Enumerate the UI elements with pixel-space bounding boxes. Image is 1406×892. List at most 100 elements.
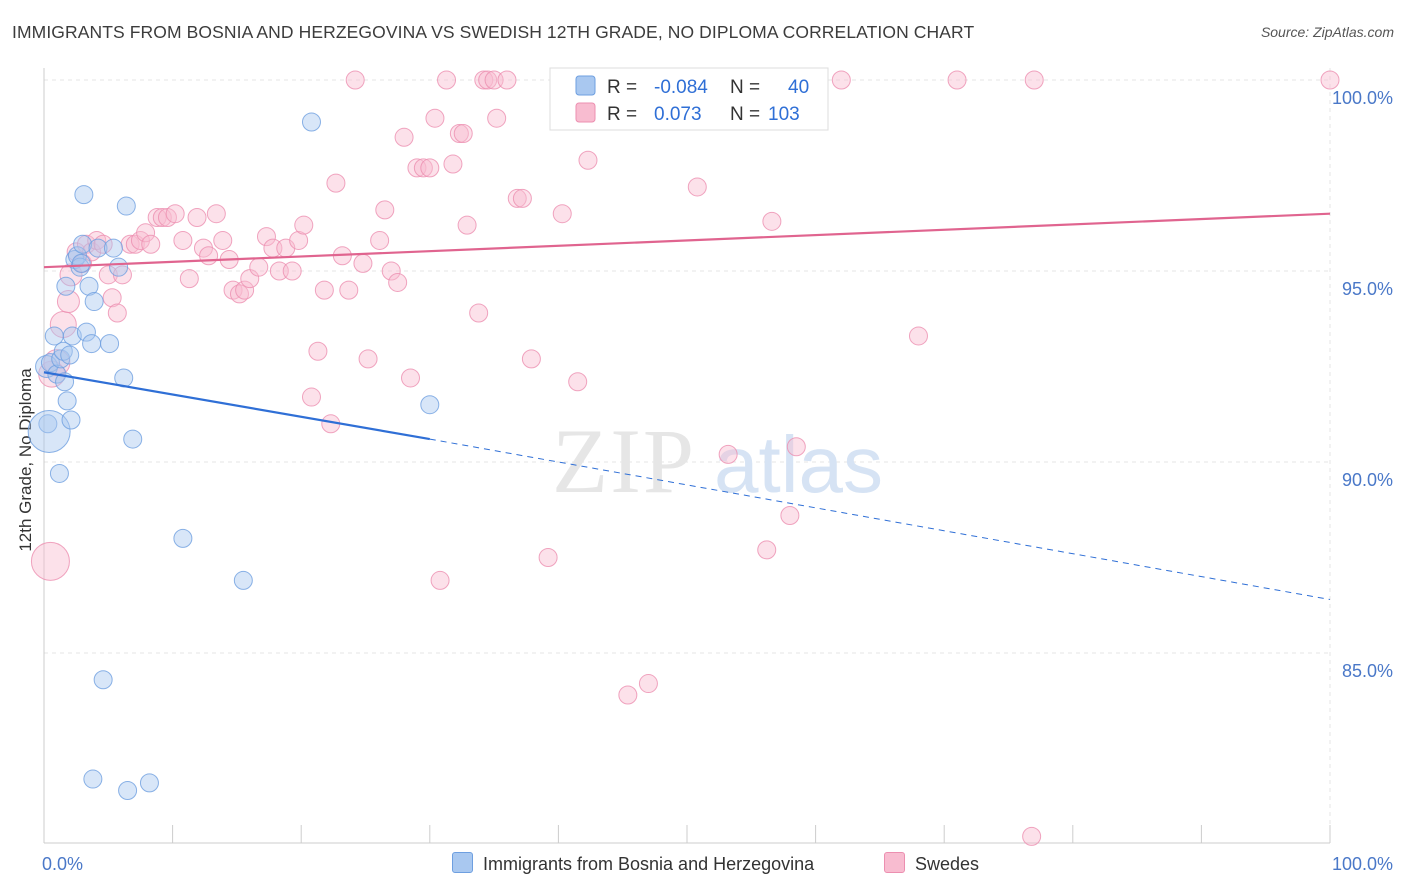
trend-line-bosnia — [43, 371, 430, 441]
data-point-swedes — [437, 70, 457, 90]
data-point-swedes — [326, 173, 346, 193]
data-point-bosnia — [139, 773, 159, 793]
legend-r-label-blue: R = — [607, 77, 637, 98]
data-point-swedes — [308, 341, 328, 361]
data-point-swedes — [249, 257, 269, 277]
data-point-swedes — [430, 570, 450, 590]
watermark-zip: ZIP — [552, 410, 696, 512]
data-point-bosnia — [83, 769, 103, 789]
data-point-swedes — [507, 188, 527, 208]
bottom-legend-swedes: Swedes — [884, 852, 979, 875]
data-point-bosnia — [57, 391, 77, 411]
legend-box — [549, 67, 829, 131]
data-point-swedes — [213, 230, 233, 250]
data-point-swedes — [1320, 70, 1340, 90]
y-axis-label: 12th Grade, No Diploma — [16, 368, 35, 552]
data-point-swedes — [512, 188, 532, 208]
data-point-bosnia — [301, 112, 321, 132]
legend-n-label-blue: N = — [730, 77, 760, 98]
data-point-swedes — [947, 70, 967, 90]
data-point-swedes — [780, 505, 800, 525]
data-point-bosnia — [82, 334, 102, 354]
data-point-bosnia — [100, 334, 120, 354]
data-point-swedes — [339, 280, 359, 300]
data-point-bosnia — [420, 395, 440, 415]
data-point-bosnia — [38, 414, 58, 434]
bottom-legend-bosnia: Immigrants from Bosnia and Herzegovina — [452, 852, 814, 875]
data-point-swedes — [521, 349, 541, 369]
data-point-swedes — [443, 154, 463, 174]
bottom-legend-swatch-pink — [884, 852, 905, 873]
data-point-swedes — [457, 215, 477, 235]
data-point-bosnia — [71, 253, 91, 273]
data-point-swedes — [56, 290, 80, 314]
data-point-swedes — [831, 70, 851, 90]
data-point-swedes — [487, 108, 507, 128]
data-point-swedes — [152, 208, 172, 228]
data-point-bosnia — [109, 257, 129, 277]
data-point-swedes — [718, 444, 738, 464]
data-point-swedes — [1022, 826, 1042, 846]
data-point-swedes — [256, 227, 276, 247]
data-point-swedes — [538, 548, 558, 567]
data-point-swedes — [107, 303, 127, 323]
data-point-swedes — [93, 234, 113, 254]
data-point-bosnia — [116, 196, 136, 216]
data-point-swedes — [478, 70, 498, 90]
bottom-legend-label-bosnia: Immigrants from Bosnia and Herzegovina — [483, 854, 815, 874]
data-point-swedes — [345, 70, 365, 90]
data-point-swedes — [147, 208, 167, 228]
data-point-swedes — [206, 204, 226, 224]
data-point-bosnia — [49, 463, 69, 483]
data-point-swedes — [165, 204, 185, 224]
data-point-swedes — [497, 70, 517, 90]
data-point-swedes — [370, 230, 390, 250]
data-point-swedes — [618, 685, 638, 705]
data-point-bosnia — [118, 781, 138, 801]
data-point-swedes — [578, 150, 598, 170]
x-tick-label-max: 100.0% — [1332, 854, 1393, 874]
data-point-swedes — [358, 349, 378, 369]
data-point-swedes — [30, 541, 70, 581]
data-point-swedes — [786, 437, 806, 457]
data-point-swedes — [469, 303, 489, 323]
data-point-bosnia — [40, 353, 60, 373]
data-point-bosnia — [84, 292, 104, 312]
data-point-swedes — [294, 215, 314, 235]
data-point-swedes — [394, 127, 414, 147]
data-point-swedes — [420, 158, 440, 178]
y-tick-label: 85.0% — [1342, 661, 1393, 681]
data-point-swedes — [301, 387, 321, 407]
data-point-swedes — [289, 230, 309, 250]
data-point-bosnia — [73, 234, 93, 254]
legend-r-value-pink: 0.073 — [654, 104, 702, 125]
legend: R = -0.084 N = 40 R = 0.073 N = 103 — [549, 67, 829, 131]
data-point-swedes — [425, 108, 445, 128]
watermark-atlas: atlas — [714, 420, 883, 509]
bottom-legend-swatch-blue — [452, 852, 473, 873]
legend-r-label-pink: R = — [607, 104, 637, 125]
legend-swatch-pink — [575, 102, 596, 123]
data-point-bosnia — [173, 528, 193, 548]
legend-n-value-pink: 103 — [768, 104, 800, 125]
data-point-swedes — [413, 158, 433, 178]
data-point-swedes — [908, 326, 928, 346]
data-point-swedes — [229, 284, 249, 304]
data-point-swedes — [401, 368, 421, 388]
data-point-swedes — [179, 269, 199, 289]
data-point-swedes — [638, 674, 658, 694]
legend-n-label-pink: N = — [730, 104, 760, 125]
data-point-bosnia — [93, 670, 113, 690]
data-point-swedes — [353, 253, 373, 273]
legend-n-value-blue: 40 — [788, 77, 809, 98]
data-point-swedes — [687, 177, 707, 197]
source-note: Source: ZipAtlas.com — [1260, 24, 1394, 40]
data-point-swedes — [1024, 70, 1044, 90]
trend-lines — [43, 212, 1331, 601]
y-tick-labels: 85.0% 90.0% 95.0% 100.0% — [1332, 88, 1393, 681]
data-point-swedes — [187, 208, 207, 228]
bottom-legend-label-swedes: Swedes — [915, 854, 980, 874]
data-point-swedes — [388, 272, 408, 292]
data-point-swedes — [199, 246, 219, 266]
data-point-bosnia — [233, 570, 253, 590]
